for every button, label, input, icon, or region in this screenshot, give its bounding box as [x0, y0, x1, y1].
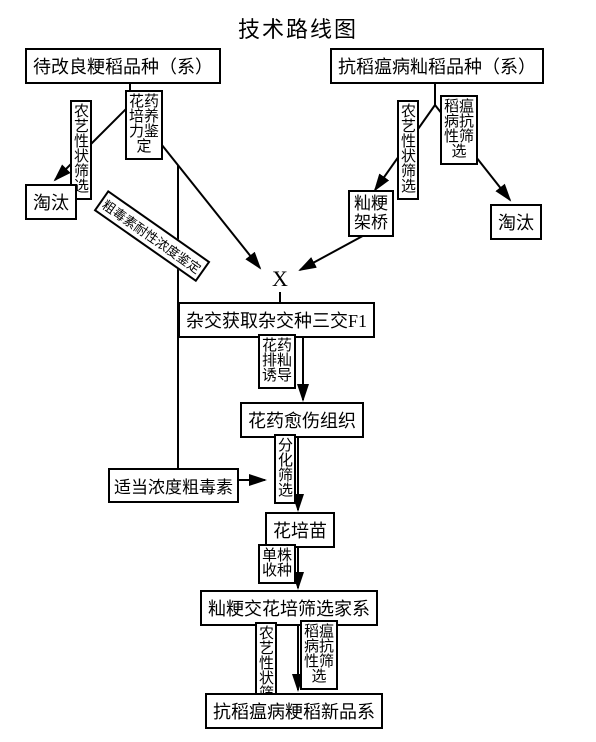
node-seedling: 花培苗	[265, 512, 335, 548]
label-toxin-diag: 粗毒素耐性浓度鉴定	[94, 190, 211, 282]
node-right-parent: 抗稻瘟病籼稻品种（系）	[330, 48, 544, 84]
label-blast-right: 稻瘟病抗性筛选	[440, 95, 478, 165]
node-newline: 抗稻瘟病粳稻新品系	[205, 693, 383, 729]
node-callus: 花药愈伤组织	[240, 402, 364, 438]
label-single-harvest: 单株收种	[258, 544, 296, 584]
label-diff-sel: 分化筛选	[274, 434, 296, 504]
node-hybrid-f1: 杂交获取杂交种三交F1	[178, 302, 375, 338]
node-toxin: 适当浓度粗毒素	[108, 468, 239, 503]
x-symbol: X	[272, 266, 288, 292]
label-agro-right: 农艺性状筛选	[397, 100, 419, 200]
node-bridge: 籼粳 架桥	[348, 190, 394, 237]
label-blast-bottom: 稻瘟病抗性筛选	[300, 620, 338, 690]
label-anther-id: 花药培养力鉴定	[125, 90, 163, 160]
label-anther-induce: 花药排籼诱导	[258, 334, 296, 389]
node-elim-right: 淘汰	[490, 204, 542, 240]
node-left-parent: 待改良粳稻品种（系）	[25, 48, 221, 84]
diagram-title: 技术路线图	[0, 12, 596, 44]
node-elim-left: 淘汰	[25, 184, 77, 220]
node-family: 籼粳交花培筛选家系	[200, 590, 378, 626]
